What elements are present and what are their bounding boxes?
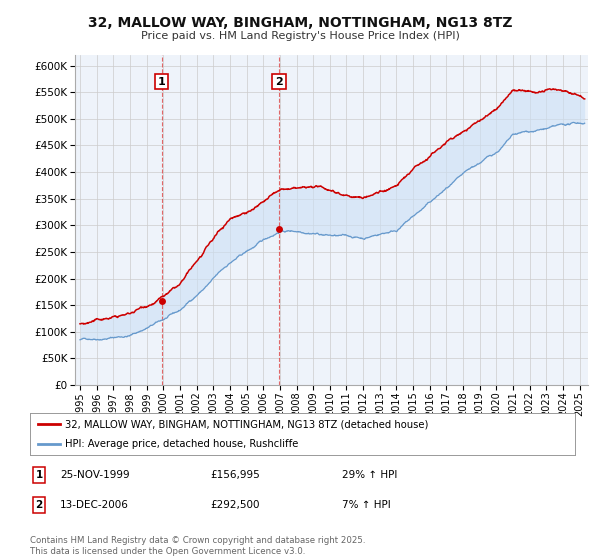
Text: 1: 1	[158, 77, 166, 87]
Text: 1: 1	[35, 470, 43, 480]
Text: 25-NOV-1999: 25-NOV-1999	[60, 470, 130, 480]
Text: 32, MALLOW WAY, BINGHAM, NOTTINGHAM, NG13 8TZ (detached house): 32, MALLOW WAY, BINGHAM, NOTTINGHAM, NG1…	[65, 419, 429, 430]
Text: £292,500: £292,500	[210, 500, 260, 510]
Text: HPI: Average price, detached house, Rushcliffe: HPI: Average price, detached house, Rush…	[65, 438, 299, 449]
Text: Contains HM Land Registry data © Crown copyright and database right 2025.
This d: Contains HM Land Registry data © Crown c…	[30, 536, 365, 556]
Text: 2: 2	[275, 77, 283, 87]
Text: 29% ↑ HPI: 29% ↑ HPI	[342, 470, 397, 480]
Text: 32, MALLOW WAY, BINGHAM, NOTTINGHAM, NG13 8TZ: 32, MALLOW WAY, BINGHAM, NOTTINGHAM, NG1…	[88, 16, 512, 30]
Text: Price paid vs. HM Land Registry's House Price Index (HPI): Price paid vs. HM Land Registry's House …	[140, 31, 460, 41]
Text: £156,995: £156,995	[210, 470, 260, 480]
Text: 7% ↑ HPI: 7% ↑ HPI	[342, 500, 391, 510]
Text: 2: 2	[35, 500, 43, 510]
Text: 13-DEC-2006: 13-DEC-2006	[60, 500, 129, 510]
